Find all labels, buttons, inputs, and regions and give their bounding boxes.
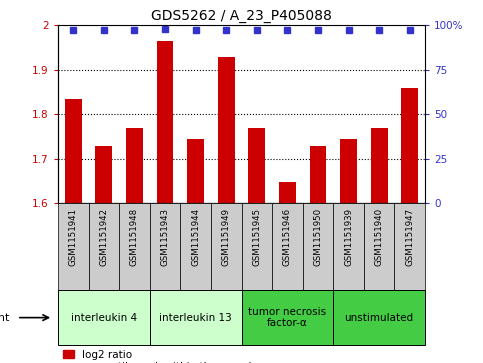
- Bar: [371, 128, 387, 203]
- Bar: [310, 146, 327, 203]
- Bar: [150, 203, 180, 290]
- Bar: [333, 203, 364, 290]
- Bar: [401, 87, 418, 203]
- Bar: [248, 128, 265, 203]
- Text: unstimulated: unstimulated: [344, 313, 414, 323]
- Bar: [333, 290, 425, 345]
- Bar: [303, 203, 333, 290]
- Text: GSM1151948: GSM1151948: [130, 208, 139, 266]
- Title: GDS5262 / A_23_P405088: GDS5262 / A_23_P405088: [151, 9, 332, 23]
- Bar: [65, 99, 82, 203]
- Text: GSM1151942: GSM1151942: [99, 208, 108, 266]
- Text: GSM1151950: GSM1151950: [313, 208, 323, 266]
- Text: agent: agent: [0, 313, 10, 323]
- Text: GSM1151944: GSM1151944: [191, 208, 200, 266]
- Bar: [272, 203, 303, 290]
- Text: GSM1151940: GSM1151940: [375, 208, 384, 266]
- Text: GSM1151949: GSM1151949: [222, 208, 231, 266]
- Bar: [187, 139, 204, 203]
- Bar: [279, 182, 296, 203]
- Legend: log2 ratio, percentile rank within the sample: log2 ratio, percentile rank within the s…: [63, 350, 258, 363]
- Bar: [58, 290, 150, 345]
- Text: GSM1151947: GSM1151947: [405, 208, 414, 266]
- Bar: [218, 57, 235, 203]
- Text: GSM1151943: GSM1151943: [160, 208, 170, 266]
- Bar: [96, 146, 112, 203]
- Bar: [395, 203, 425, 290]
- Bar: [242, 290, 333, 345]
- Bar: [126, 128, 143, 203]
- Bar: [119, 203, 150, 290]
- Bar: [180, 203, 211, 290]
- Text: GSM1151941: GSM1151941: [69, 208, 78, 266]
- Text: interleukin 4: interleukin 4: [71, 313, 137, 323]
- Bar: [150, 290, 242, 345]
- Bar: [58, 203, 88, 290]
- Bar: [211, 203, 242, 290]
- Text: interleukin 13: interleukin 13: [159, 313, 232, 323]
- Text: GSM1151939: GSM1151939: [344, 208, 353, 266]
- Bar: [156, 41, 173, 203]
- Text: GSM1151946: GSM1151946: [283, 208, 292, 266]
- Text: tumor necrosis
factor-α: tumor necrosis factor-α: [248, 307, 327, 329]
- Bar: [364, 203, 395, 290]
- Bar: [242, 203, 272, 290]
- Bar: [340, 139, 357, 203]
- Bar: [88, 203, 119, 290]
- Text: GSM1151945: GSM1151945: [252, 208, 261, 266]
